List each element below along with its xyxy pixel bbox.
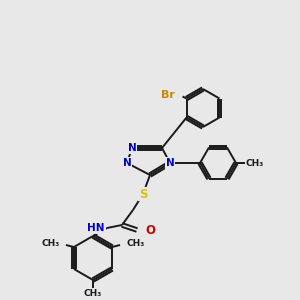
Text: CH₃: CH₃ [42,238,60,247]
Text: O: O [145,224,155,236]
Text: N: N [123,158,131,168]
Text: N: N [166,158,174,168]
Text: CH₃: CH₃ [246,158,264,167]
Text: Br: Br [161,89,175,100]
Text: N: N [128,143,136,153]
Text: CH₃: CH₃ [126,238,144,247]
Text: S: S [139,188,147,200]
Text: CH₃: CH₃ [84,290,102,298]
Text: HN: HN [88,223,105,233]
